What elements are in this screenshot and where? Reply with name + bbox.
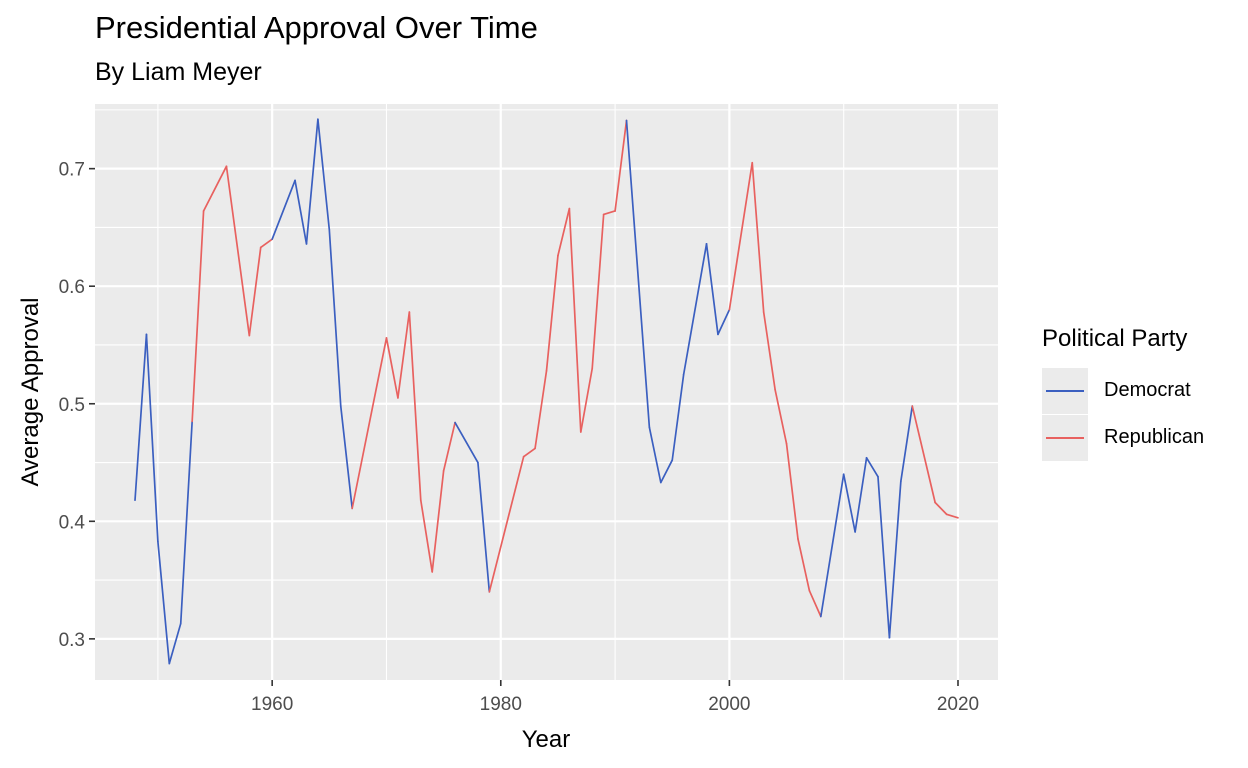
series-segment-republican [488,455,525,593]
series-segment-republican [225,165,251,337]
series-segment-republican [408,311,422,501]
y-axis-title: Average Approval [17,297,44,486]
series-segment-democrat [705,243,719,336]
y-tick-label: 0.6 [59,277,85,298]
series-segment-democrat [157,540,171,665]
series-segment-republican [397,311,411,399]
series-segment-republican [545,254,559,372]
plot-panel [95,104,998,680]
legend-item-democrat: Democrat [1042,367,1204,414]
y-tick-label: 0.4 [59,512,86,533]
series-segment-republican [785,442,799,540]
series-segment-democrat [671,373,685,462]
legend-line-democrat [1046,389,1084,392]
series-segment-republican [191,210,205,423]
x-axis-ticks: 1960 1980 2000 2020 [251,680,979,715]
series-segment-republican [248,246,262,337]
series-segment-republican [202,165,228,212]
series-segment-republican [351,337,388,510]
series-segment-republican [579,367,594,433]
series-segment-republican [751,161,765,313]
series-segment-republican [557,207,571,257]
series-segment-democrat [877,475,891,639]
series-segment-democrat [454,421,479,464]
x-tick-label: 2020 [937,694,979,715]
series-segment-democrat [179,420,194,625]
legend-key-republican [1042,414,1088,461]
series-segment-democrat [888,480,902,639]
series-segment-democrat [294,179,308,245]
series-segment-democrat [339,405,354,510]
legend-line-republican [1046,436,1084,439]
legend-key-democrat [1042,367,1088,414]
series-segment-republican [568,207,582,433]
series-segment-democrat [854,456,868,533]
series-segment-republican [442,421,456,472]
series-segment-republican [419,499,434,573]
series-segment-democrat [625,119,651,429]
legend-label-republican: Republican [1104,426,1205,448]
series-segment-democrat [842,473,856,533]
series-segment-republican [911,405,936,504]
series-segment-democrat [134,333,148,501]
legend-item-republican: Republican [1042,414,1204,461]
series-segment-republican [934,501,948,516]
chart-title: Presidential Approval Over Time [95,10,538,45]
series-segment-democrat [659,459,674,484]
series-segment-democrat [477,461,491,593]
series-segment-democrat [145,333,159,543]
y-axis-ticks: 0.3 0.4 0.5 0.6 0.7 [59,160,95,651]
minor-gridlines [95,104,998,680]
series-segment-republican [614,119,628,212]
series-segment-democrat [682,243,708,376]
series-segment-republican [808,589,822,618]
legend: Political Party Democrat Republican [1042,325,1204,461]
x-axis-title: Year [522,726,571,753]
series-segment-republican [762,311,776,391]
series-segment-republican [728,161,754,311]
series-segment-democrat [899,405,914,483]
series-segment-republican [534,369,548,450]
legend-title: Political Party [1042,325,1188,352]
series-segment-republican [945,513,959,519]
series-segment-democrat [648,426,662,484]
series-segment-democrat [819,473,845,618]
x-tick-label: 1980 [480,694,522,715]
series-segment-democrat [168,622,182,665]
series-segment-republican [774,388,788,445]
x-tick-label: 2000 [708,694,750,715]
chart-subtitle: By Liam Meyer [95,58,262,86]
y-tick-label: 0.3 [59,630,85,651]
series-lines [134,118,959,665]
series-segment-republican [522,447,536,458]
series-segment-republican [602,210,616,216]
series-segment-democrat [865,456,879,478]
major-gridlines [95,104,998,680]
y-tick-label: 0.7 [59,160,85,181]
series-segment-republican [797,538,811,592]
x-tick-label: 1960 [251,694,293,715]
series-segment-democrat [328,228,342,407]
legend-label-democrat: Democrat [1104,379,1191,401]
y-tick-label: 0.5 [59,395,85,416]
series-segment-democrat [271,179,296,241]
series-segment-democrat [305,118,319,245]
series-segment-republican [259,238,274,249]
series-segment-republican [431,469,445,573]
series-segment-democrat [717,308,731,336]
series-segment-republican [385,337,399,399]
series-segment-democrat [317,118,331,231]
series-segment-republican [591,213,605,370]
